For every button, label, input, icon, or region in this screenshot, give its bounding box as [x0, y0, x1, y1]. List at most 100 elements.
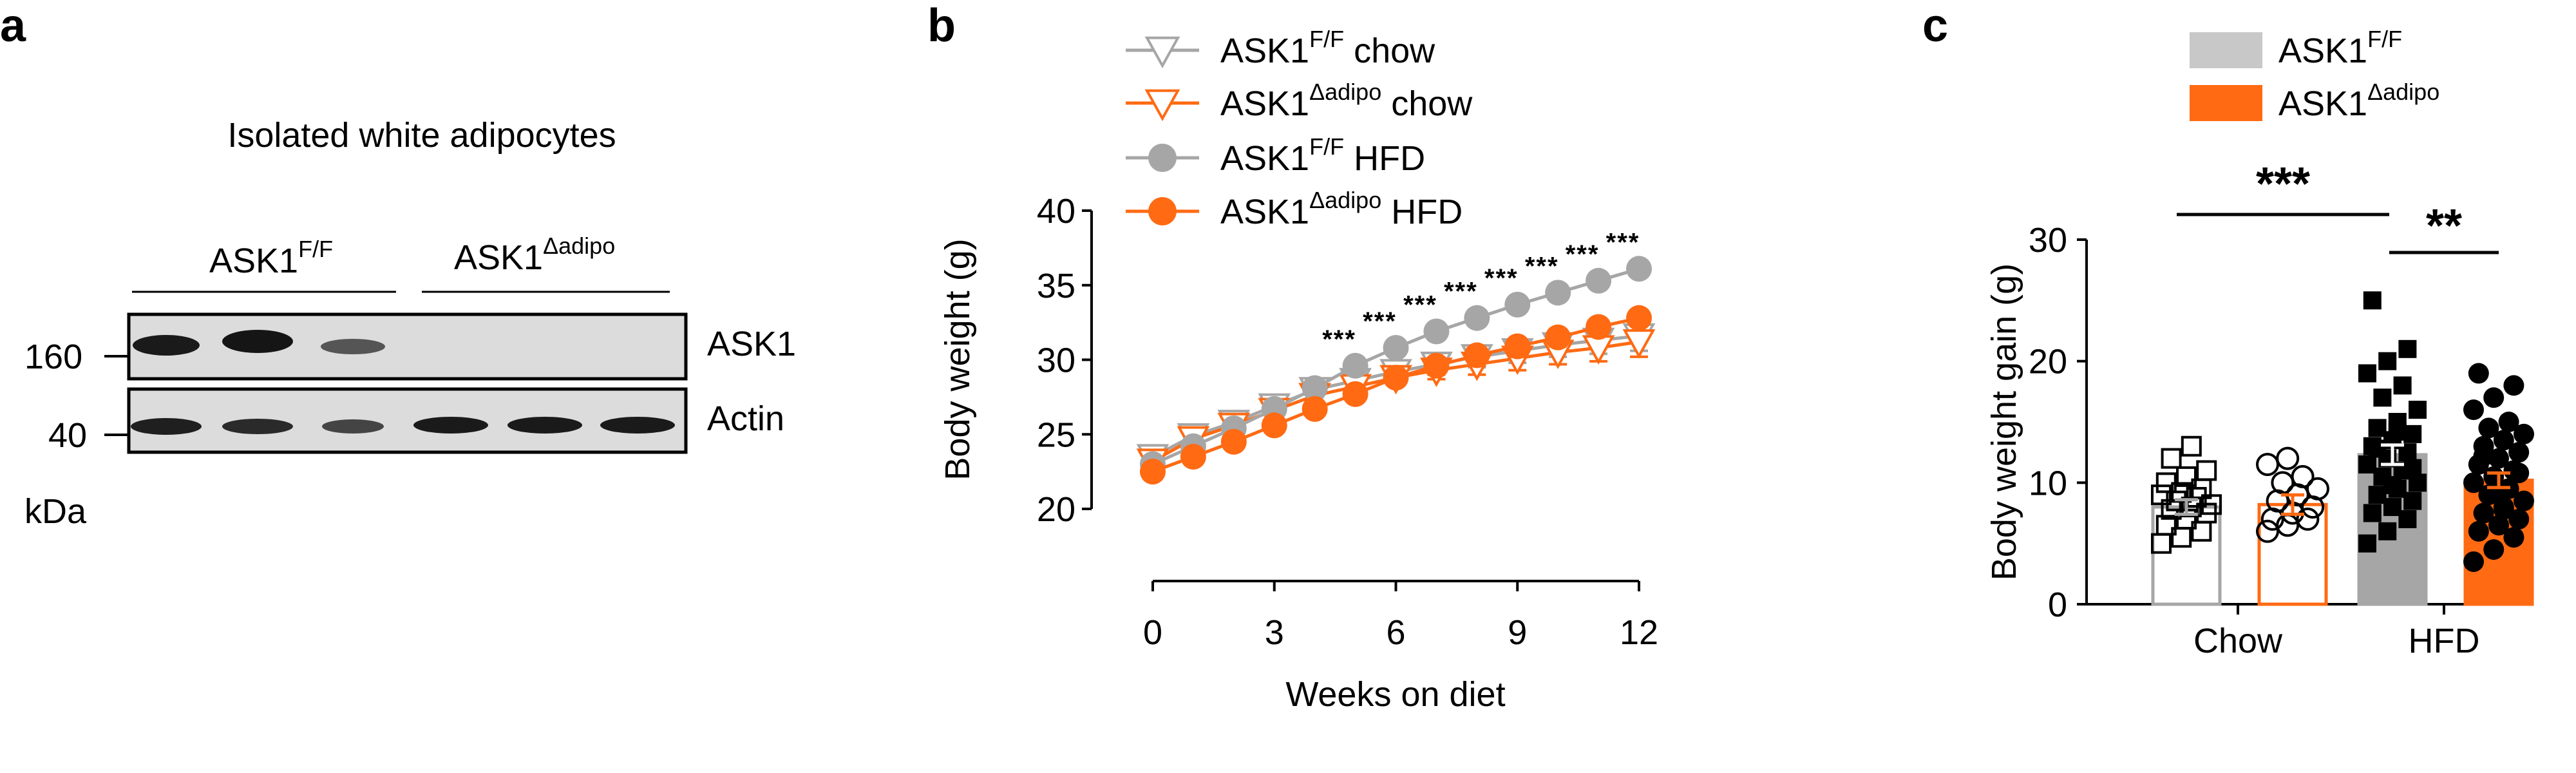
bar-3-point-28 — [2473, 445, 2494, 466]
bar-2-point-1 — [2378, 522, 2397, 540]
line-chart-series — [1136, 256, 1656, 485]
y-tick-label-1: 10 — [2029, 464, 2067, 502]
series-2-point-11 — [1586, 267, 1612, 294]
series-3-point-6 — [1383, 365, 1409, 391]
bar-2-point-4 — [2383, 498, 2401, 517]
legend-marker-0 — [1144, 36, 1180, 69]
bar-2-point-5 — [2403, 491, 2422, 510]
panel-a: a Isolated white adipocytes ASK1F/F ASK1… — [0, 0, 796, 531]
bar-chart-significance: ***** — [2177, 158, 2499, 254]
series-3-point-5 — [1342, 381, 1368, 407]
series-2-point-7 — [1423, 318, 1450, 345]
legend-label-2-base: ASK1 — [1220, 139, 1309, 178]
y-tick-label-2: 30 — [1037, 341, 1075, 380]
actin-band-3 — [322, 419, 384, 434]
bar-3-point-29 — [2493, 499, 2514, 520]
legend-label-1: ASK1Δadipo — [2278, 79, 2439, 123]
legend-label-2: ASK1F/F HFD — [1220, 133, 1425, 178]
y-tick-label-3: 30 — [2029, 221, 2067, 260]
series-3-point-1 — [1180, 443, 1206, 470]
legend-label-0-sup: F/F — [2367, 26, 2402, 52]
actin-band-1 — [131, 418, 202, 435]
x-tick-label-1: 3 — [1265, 613, 1284, 652]
bar-3-point-3 — [2468, 520, 2489, 542]
series-2-point-5 — [1342, 352, 1368, 379]
series-3-point-0 — [1140, 459, 1166, 485]
bar-3-point-16 — [2508, 442, 2530, 463]
legend-swatch-0 — [2190, 32, 2262, 68]
bar-0-point-3 — [2155, 515, 2177, 536]
bar-1-point-2 — [2296, 507, 2320, 531]
mw-label-160: 160 — [24, 338, 82, 376]
series-2-point-8 — [1464, 305, 1490, 331]
significance-marker-7: *** — [1606, 228, 1640, 256]
bar-3-point-22 — [2463, 399, 2484, 421]
actin-band-2 — [222, 419, 293, 434]
bar-2-point-11 — [2358, 455, 2376, 474]
bar-2-point-27 — [2403, 459, 2422, 477]
line-chart-x-axis-label: Weeks on diet — [1285, 675, 1505, 714]
bar-1-point-10 — [2291, 464, 2315, 488]
legend-label-0-sup: F/F — [1309, 26, 1344, 52]
legend-label-3-tail: HFD — [1381, 193, 1463, 231]
legend-marker-2 — [1148, 144, 1177, 172]
bar-2-point-3 — [2363, 504, 2382, 522]
bar-3-point-24 — [2503, 375, 2524, 396]
significance-marker-2: *** — [1403, 291, 1437, 320]
group-right-sup: Δadipo — [543, 233, 615, 259]
significance-marker-4: *** — [1484, 264, 1519, 292]
panel-c-letter: c — [1922, 0, 1948, 52]
legend-label-1: ASK1Δadipo chow — [1220, 79, 1473, 123]
bar-3-point-25 — [2468, 363, 2489, 384]
legend-label-3: ASK1Δadipo HFD — [1220, 187, 1463, 231]
bar-0-point-11 — [2151, 484, 2172, 506]
ask1-band-3 — [321, 339, 385, 354]
line-chart-axes: 20 25 30 35 40 0 3 6 9 12 — [1037, 192, 1658, 652]
bar-2-point-6 — [2368, 486, 2387, 504]
bar-3-point-21 — [2498, 412, 2519, 432]
bar-chart-bars — [2151, 291, 2534, 606]
legend-label-0-tail: chow — [1344, 32, 1435, 70]
bar-chart-y-axis-label: Body weight gain (g) — [1985, 263, 2023, 580]
x-category-label-0: Chow — [2193, 622, 2283, 660]
series-3-point-12 — [1626, 305, 1652, 331]
bar-2-point-28 — [2368, 439, 2387, 458]
y-tick-label-0: 0 — [2048, 586, 2067, 624]
series-3-point-2 — [1220, 428, 1247, 455]
ask1-blot — [127, 312, 688, 381]
bar-2-point-19 — [2409, 401, 2427, 419]
bar-3-point-2 — [2503, 527, 2524, 548]
x-tick-label-4: 12 — [1620, 613, 1658, 652]
blot-group-right-label: ASK1Δadipo — [454, 233, 615, 277]
panel-b-letter: b — [927, 0, 956, 52]
legend-swatch-1 — [2190, 85, 2262, 121]
bar-2-point-17 — [2368, 419, 2387, 437]
series-2-point-6 — [1383, 334, 1409, 361]
bar-3-point-5 — [2508, 508, 2530, 530]
series-3-point-10 — [1545, 324, 1571, 350]
series-3-point-11 — [1586, 314, 1612, 340]
bar-3-point-1 — [2483, 539, 2505, 560]
bar-2-point-22 — [2358, 364, 2376, 383]
legend-label-1-base: ASK1 — [2278, 84, 2367, 123]
actin-blot — [127, 387, 688, 454]
y-tick-label-1: 25 — [1037, 415, 1075, 454]
bar-0-point-18 — [2181, 435, 2202, 457]
series-2-point-4 — [1302, 375, 1328, 401]
mw-unit-label: kDa — [24, 492, 87, 531]
legend-label-3-sup: Δadipo — [1309, 187, 1381, 213]
series-2-point-12 — [1626, 256, 1652, 282]
x-category-label-1: HFD — [2409, 622, 2480, 660]
bar-3-point-18 — [2493, 430, 2514, 451]
legend-label-0-base: ASK1 — [1220, 32, 1309, 70]
y-tick-label-2: 20 — [2029, 343, 2067, 381]
significance-marker-3: *** — [1444, 278, 1478, 306]
x-tick-label-3: 9 — [1508, 613, 1527, 652]
bar-1-point-12 — [2276, 446, 2300, 470]
significance-label-1: ** — [2426, 200, 2462, 252]
legend-label-0-base: ASK1 — [2278, 32, 2367, 70]
legend-label-1-sup: Δadipo — [2367, 79, 2439, 105]
